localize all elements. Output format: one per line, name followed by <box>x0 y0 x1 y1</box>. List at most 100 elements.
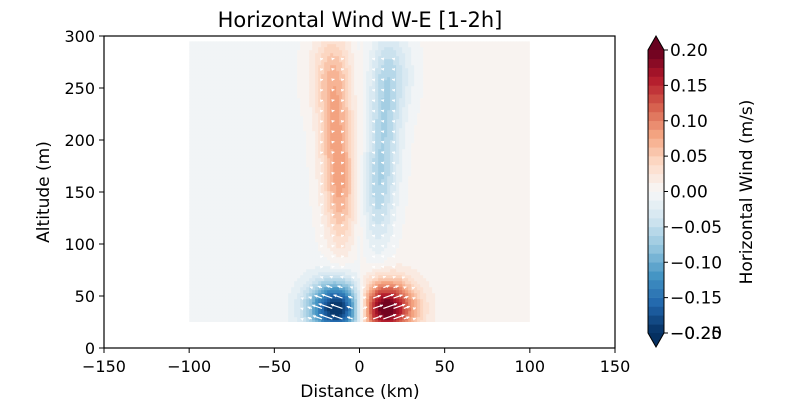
field-cell <box>204 74 208 78</box>
field-cell <box>261 320 265 322</box>
field-cell <box>333 77 337 81</box>
field-cell <box>300 134 304 138</box>
field-cell <box>324 230 328 234</box>
field-cell <box>216 80 220 84</box>
field-cell <box>246 80 250 84</box>
field-cell <box>270 296 274 300</box>
field-cell <box>300 119 304 123</box>
field-cell <box>264 293 268 297</box>
field-cell <box>285 224 289 228</box>
field-cell <box>240 302 244 306</box>
field-cell <box>282 62 286 66</box>
field-cell <box>201 224 205 228</box>
field-cell <box>228 47 232 51</box>
field-cell <box>243 299 247 303</box>
field-cell <box>246 215 250 219</box>
field-cell <box>342 302 346 306</box>
field-cell <box>204 95 208 99</box>
field-cell <box>342 146 346 150</box>
field-cell <box>279 179 283 183</box>
field-cell <box>300 257 304 261</box>
field-cell <box>336 146 340 150</box>
field-cell <box>273 302 277 306</box>
field-cell <box>240 137 244 141</box>
field-cell <box>279 239 283 243</box>
field-cell <box>303 125 307 129</box>
field-cell <box>216 83 220 87</box>
field-cell <box>219 311 223 315</box>
field-cell <box>267 314 271 318</box>
field-cell <box>228 263 232 267</box>
field-cell <box>300 152 304 156</box>
field-cell <box>339 290 343 294</box>
field-cell <box>267 293 271 297</box>
field-cell <box>219 41 223 45</box>
field-cell <box>321 134 325 138</box>
field-cell <box>207 50 211 54</box>
field-cell <box>321 197 325 201</box>
field-cell <box>249 98 253 102</box>
field-cell <box>270 65 274 69</box>
field-cell <box>309 233 313 237</box>
field-cell <box>225 86 229 90</box>
field-cell <box>285 302 289 306</box>
field-cell <box>201 113 205 117</box>
field-cell <box>264 302 268 306</box>
field-cell <box>210 47 214 51</box>
field-cell <box>246 89 250 93</box>
field-cell <box>198 266 202 270</box>
field-cell <box>330 131 334 135</box>
field-cell <box>273 146 277 150</box>
field-cell <box>285 299 289 303</box>
field-cell <box>318 269 322 273</box>
field-cell <box>267 191 271 195</box>
field-cell <box>249 161 253 165</box>
field-cell <box>234 176 238 180</box>
field-cell <box>237 158 241 162</box>
field-cell <box>192 311 196 315</box>
field-cell <box>264 62 268 66</box>
field-cell <box>294 155 298 159</box>
field-cell <box>210 206 214 210</box>
field-cell <box>303 311 307 315</box>
field-cell <box>267 188 271 192</box>
field-cell <box>297 185 301 189</box>
field-cell <box>297 59 301 63</box>
field-cell <box>303 158 307 162</box>
field-cell <box>282 149 286 153</box>
field-cell <box>300 125 304 129</box>
field-cell <box>210 86 214 90</box>
field-cell <box>222 263 226 267</box>
field-cell <box>330 251 334 255</box>
field-cell <box>339 71 343 75</box>
field-cell <box>258 263 262 267</box>
field-cell <box>228 170 232 174</box>
field-cell <box>213 59 217 63</box>
field-cell <box>228 287 232 291</box>
field-cell <box>225 122 229 126</box>
field-cell <box>216 74 220 78</box>
field-cell <box>288 98 292 102</box>
field-cell <box>204 113 208 117</box>
field-cell <box>201 218 205 222</box>
field-cell <box>204 65 208 69</box>
field-cell <box>261 161 265 165</box>
field-cell <box>222 41 226 45</box>
field-cell <box>228 143 232 147</box>
field-cell <box>288 269 292 273</box>
field-cell <box>243 221 247 225</box>
field-cell <box>219 164 223 168</box>
field-cell <box>294 284 298 288</box>
field-cell <box>249 221 253 225</box>
field-cell <box>228 239 232 243</box>
field-cell <box>279 203 283 207</box>
field-cell <box>309 74 313 78</box>
field-cell <box>345 101 349 105</box>
field-cell <box>267 152 271 156</box>
field-cell <box>234 110 238 114</box>
field-cell <box>276 62 280 66</box>
field-cell <box>246 122 250 126</box>
field-cell <box>261 95 265 99</box>
field-cell <box>318 239 322 243</box>
field-cell <box>306 53 310 57</box>
